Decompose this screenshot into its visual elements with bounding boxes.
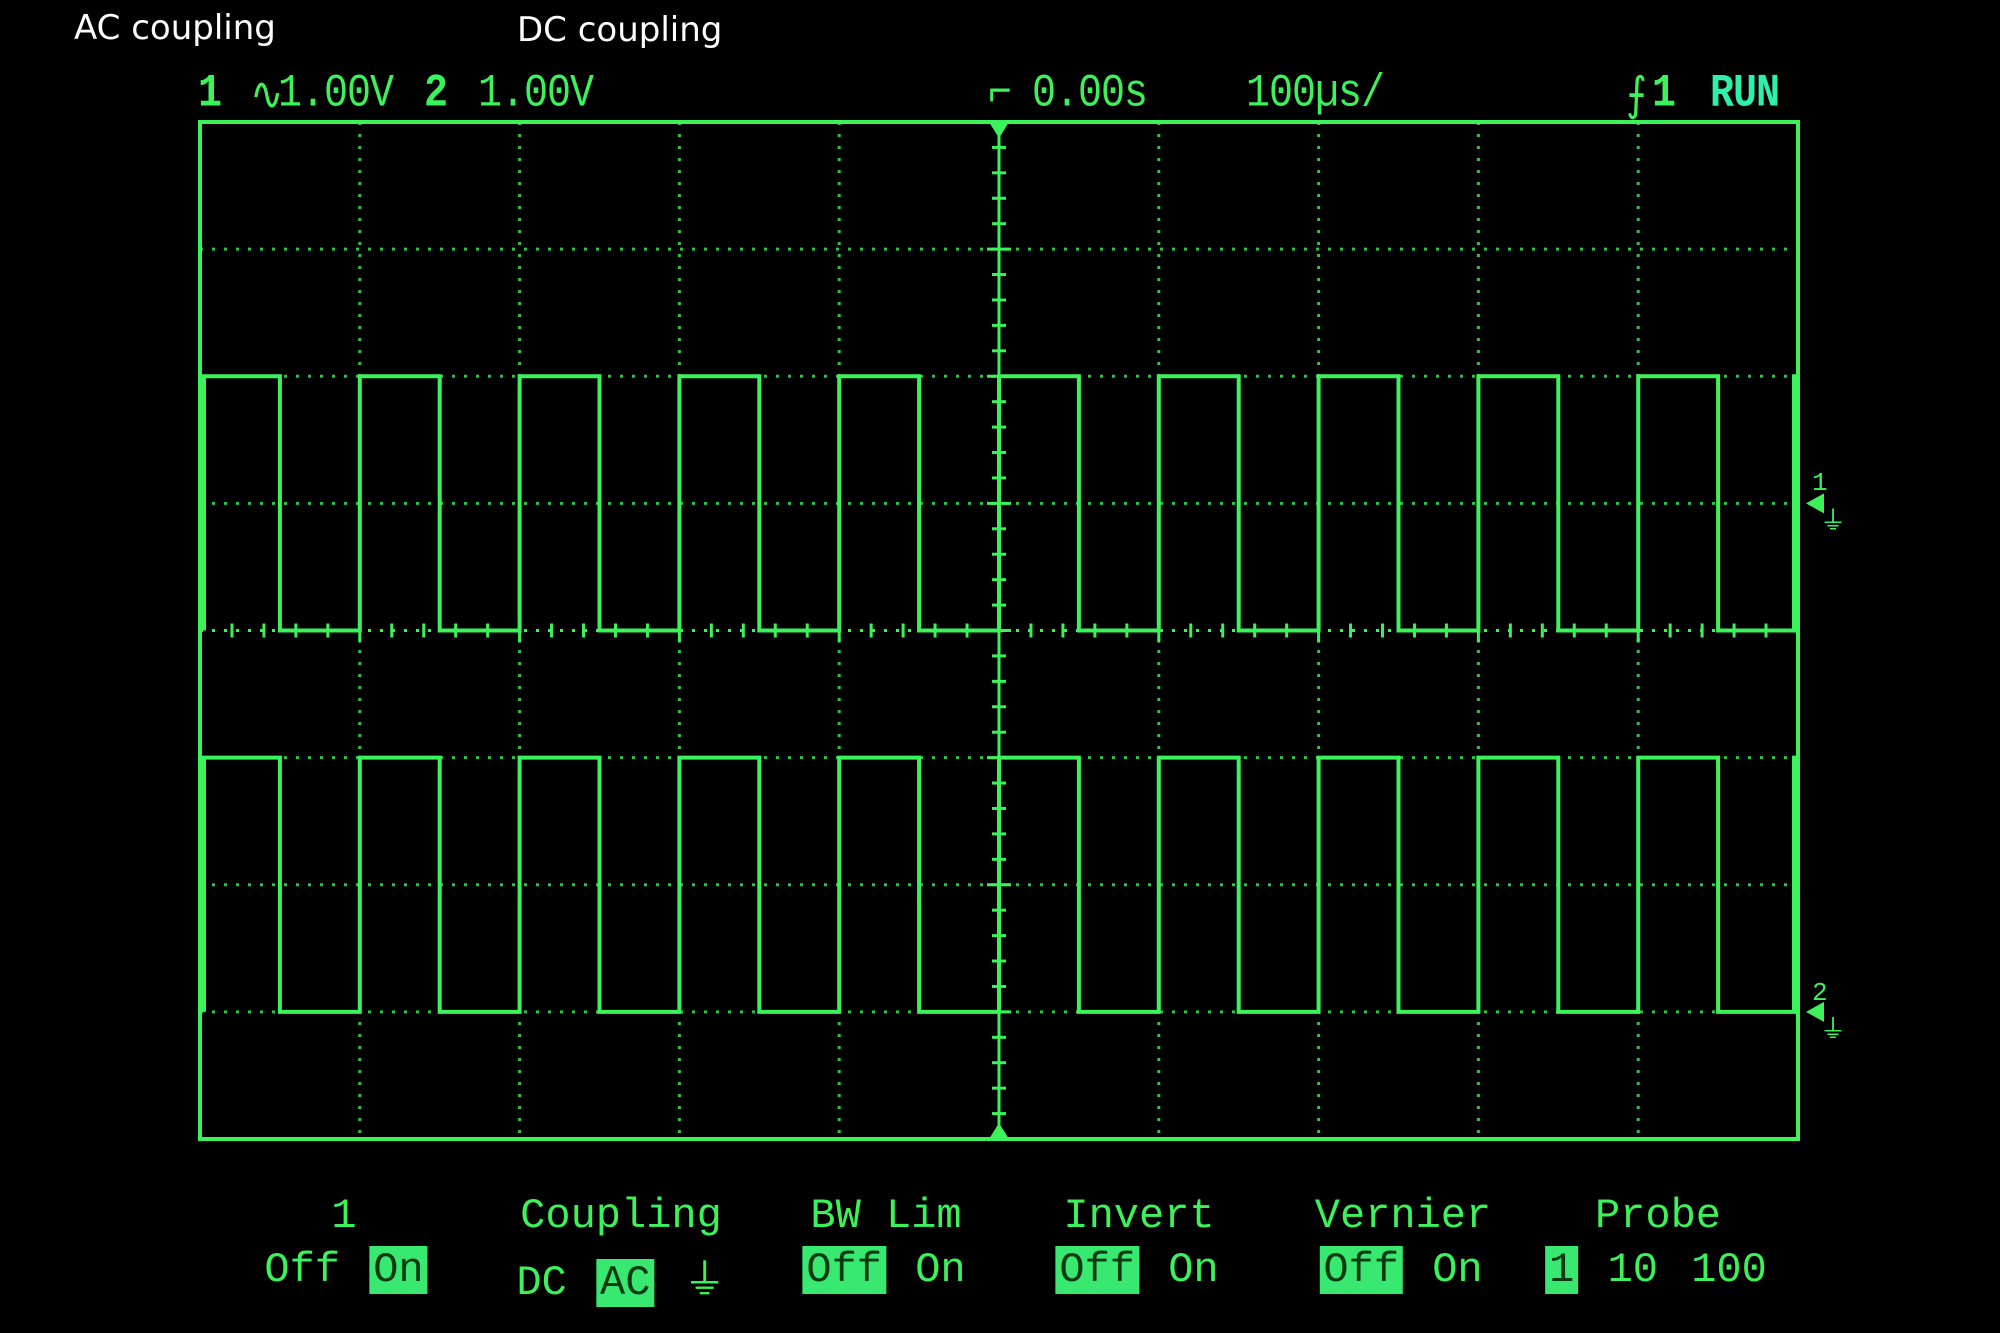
softkey-option[interactable]: On [915,1246,966,1294]
softkey-options: Off On [1315,1246,1491,1294]
trigger-delay-icon: ⌐ [988,68,1012,121]
softkey-options: Off On [802,1246,969,1294]
ch1-label: 1 [198,68,222,121]
softkey-5[interactable]: Probe 1 10 100 [1545,1192,1771,1294]
softkey-option[interactable]: On [1168,1246,1219,1294]
ch1-scale: 1.00V [278,68,394,121]
ch1-ground-marker: 1 [1812,468,1828,498]
softkey-title: 1 [331,1192,357,1240]
softkey-option[interactable]: On [369,1246,428,1294]
ground-icon: ⏚ [1820,1015,1846,1045]
softkey-option[interactable]: 100 [1691,1246,1767,1294]
ch1-ground-arrow-icon [1806,493,1824,514]
trigger-source: 1 [1652,68,1676,121]
timebase: 100µs/ [1246,68,1385,121]
softkey-options: Off On [1055,1246,1222,1294]
dc-coupling-annotation: DC coupling [517,10,723,50]
softkey-title: Vernier [1314,1192,1492,1240]
softkey-title: Invert [1063,1192,1215,1240]
softkey-option[interactable]: Off [1319,1246,1403,1294]
softkey-3[interactable]: Invert Off On [1055,1192,1222,1294]
ch2-scale: 1.00V [478,68,594,121]
softkey-1[interactable]: Coupling DC AC ⏚ [512,1192,729,1307]
softkey-options: Off On [260,1246,428,1294]
ch2-ground-marker: 2 [1812,978,1828,1008]
trigger-position-marker [989,1123,1009,1139]
rising-edge-icon: ⨍ [1626,72,1647,125]
softkey-title: BW Lim [810,1192,962,1240]
ground-icon: ⏚ [1820,506,1846,536]
trigger-delay: 0.00s [1032,68,1148,121]
softkey-option[interactable]: On [1432,1246,1483,1294]
ac-coupling-icon: ∿ [250,72,284,125]
run-state: RUN [1710,68,1780,121]
softkey-option[interactable]: Off [802,1246,886,1294]
softkey-0[interactable]: 1 Off On [260,1192,428,1294]
softkey-option[interactable]: ⏚ [683,1259,726,1307]
trigger-position-marker [989,122,1009,138]
ch2-trace [202,755,1800,1014]
softkey-title: Coupling [520,1192,722,1240]
softkey-2[interactable]: BW Lim Off On [802,1192,969,1294]
softkey-option[interactable]: 10 [1607,1246,1659,1294]
softkey-title: Probe [1594,1192,1722,1240]
softkey-option[interactable]: Off [1055,1246,1139,1294]
ch2-ground-arrow-icon [1806,1001,1824,1022]
softkey-options: 1 10 100 [1545,1246,1771,1294]
softkey-option[interactable]: 1 [1545,1246,1579,1294]
ac-coupling-annotation: AC coupling [74,8,276,48]
ch1-trace [202,374,1800,633]
softkey-4[interactable]: Vernier Off On [1315,1192,1491,1294]
softkey-option[interactable]: AC [595,1259,655,1307]
ch2-label: 2 [424,68,448,121]
softkey-option[interactable]: Off [264,1246,340,1294]
softkey-option[interactable]: DC [516,1259,567,1307]
softkey-options: DC AC ⏚ [512,1246,729,1307]
